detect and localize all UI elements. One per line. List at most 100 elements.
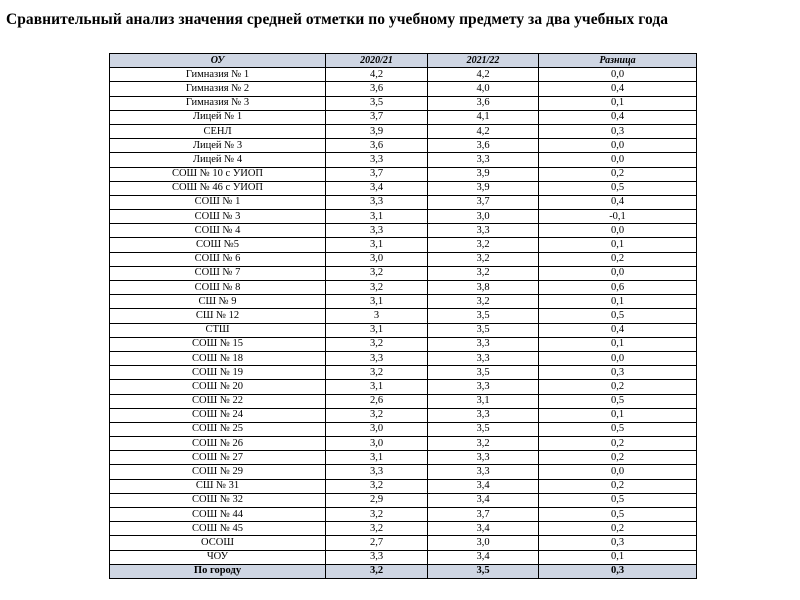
cell-school: Лицей № 3 <box>109 138 326 154</box>
cell-value-2021-22: 3,5 <box>427 308 539 324</box>
cell-value-2021-22: 3,3 <box>427 379 539 395</box>
cell-school: СОШ № 7 <box>109 265 326 282</box>
cell-value-2021-22: 3,4 <box>427 549 539 565</box>
cell-school: СОШ № 22 <box>109 393 326 409</box>
cell-difference: 0,4 <box>538 109 697 125</box>
cell-value-2020-21: 3,5 <box>325 95 428 111</box>
cell-school: СОШ № 10 с УИОП <box>109 166 326 182</box>
cell-school: СОШ №5 <box>109 237 326 253</box>
table-row: СШ № 12 3 3,5 0,5 <box>109 308 697 324</box>
cell-school: СОШ № 15 <box>109 336 326 352</box>
cell-difference: 0,5 <box>538 492 697 509</box>
table-row: СОШ № 26 3,0 3,2 0,2 <box>109 436 697 452</box>
cell-value-2020-21: 3,2 <box>325 506 428 523</box>
cell-value-2020-21: 3,2 <box>325 265 428 282</box>
cell-school: СОШ № 26 <box>109 436 326 452</box>
table-row: СОШ № 1 3,3 3,7 0,4 <box>109 194 697 211</box>
cell-value-2020-21: 3,6 <box>325 138 428 154</box>
cell-value-2021-22: 3,3 <box>427 223 539 239</box>
cell-value-2020-21: 3,2 <box>325 521 428 537</box>
total-difference: 0,3 <box>538 563 697 579</box>
cell-school: СОШ № 6 <box>109 251 326 267</box>
cell-school: СОШ № 1 <box>109 194 326 211</box>
table-row: СЕНЛ 3,9 4,2 0,3 <box>109 123 697 140</box>
cell-value-2021-22: 3,4 <box>427 478 539 494</box>
table-row: ЧОУ 3,3 3,4 0,1 <box>109 549 697 565</box>
cell-difference: 0,2 <box>538 478 697 494</box>
cell-value-2020-21: 3,3 <box>325 464 428 480</box>
table-row: СОШ № 3 3,1 3,0 -0,1 <box>109 209 697 225</box>
cell-school: СТШ <box>109 322 326 338</box>
header-difference: Разница <box>538 52 697 69</box>
cell-school: СОШ № 29 <box>109 464 326 480</box>
table-row: СОШ № 46 с УИОП 3,4 3,9 0,5 <box>109 180 697 196</box>
page-title: Сравнительный анализ значения средней от… <box>6 11 669 28</box>
cell-school: СОШ № 27 <box>109 450 326 466</box>
cell-school: СОШ № 32 <box>109 492 326 509</box>
table-row: СТШ 3,1 3,5 0,4 <box>109 322 697 338</box>
cell-value-2021-22: 4,0 <box>427 81 539 97</box>
cell-difference: 0,1 <box>538 549 697 565</box>
cell-value-2020-21: 4,2 <box>325 67 428 83</box>
cell-value-2021-22: 3,3 <box>427 336 539 352</box>
cell-value-2020-21: 3,1 <box>325 294 428 310</box>
cell-school: Гимназия № 1 <box>109 67 326 83</box>
cell-school: СОШ № 20 <box>109 379 326 395</box>
table-row: СОШ № 10 с УИОП 3,7 3,9 0,2 <box>109 166 697 182</box>
cell-school: СШ № 31 <box>109 478 326 494</box>
cell-difference: 0,5 <box>538 421 697 438</box>
cell-difference: 0,4 <box>538 322 697 338</box>
cell-value-2020-21: 2,7 <box>325 535 428 551</box>
cell-value-2020-21: 3,1 <box>325 237 428 253</box>
cell-value-2020-21: 3,1 <box>325 322 428 338</box>
cell-value-2021-22: 3,4 <box>427 521 539 537</box>
cell-school: Гимназия № 2 <box>109 81 326 97</box>
table-row: СОШ № 6 3,0 3,2 0,2 <box>109 251 697 267</box>
cell-value-2021-22: 3,7 <box>427 506 539 523</box>
cell-value-2020-21: 3,1 <box>325 379 428 395</box>
cell-value-2021-22: 3,0 <box>427 535 539 551</box>
cell-value-2020-21: 3,7 <box>325 109 428 125</box>
cell-difference: 0,5 <box>538 393 697 409</box>
table-row: СШ № 9 3,1 3,2 0,1 <box>109 294 697 310</box>
table-row: СОШ № 4 3,3 3,3 0,0 <box>109 223 697 239</box>
cell-value-2020-21: 3,3 <box>325 350 428 367</box>
cell-value-2020-21: 3,2 <box>325 365 428 381</box>
cell-value-2021-22: 3,6 <box>427 138 539 154</box>
cell-school: Лицей № 4 <box>109 152 326 168</box>
cell-value-2021-22: 3,2 <box>427 294 539 310</box>
cell-value-2021-22: 3,3 <box>427 350 539 367</box>
cell-school: Лицей № 1 <box>109 109 326 125</box>
cell-difference: 0,1 <box>538 336 697 352</box>
cell-value-2021-22: 3,6 <box>427 95 539 111</box>
cell-school: ЧОУ <box>109 549 326 565</box>
cell-value-2021-22: 3,1 <box>427 393 539 409</box>
cell-difference: 0,5 <box>538 506 697 523</box>
cell-value-2021-22: 3,0 <box>427 209 539 225</box>
cell-value-2021-22: 3,3 <box>427 152 539 168</box>
header-year-2021-22: 2021/22 <box>427 52 539 69</box>
total-value-2021-22: 3,5 <box>427 563 539 579</box>
cell-school: СОШ № 18 <box>109 350 326 367</box>
cell-difference: 0,2 <box>538 379 697 395</box>
cell-difference: 0,2 <box>538 166 697 182</box>
cell-school: СЕНЛ <box>109 123 326 140</box>
table-row: Гимназия № 2 3,6 4,0 0,4 <box>109 81 697 97</box>
table-row: Лицей № 3 3,6 3,6 0,0 <box>109 138 697 154</box>
table-body: Гимназия № 1 4,2 4,2 0,0 Гимназия № 2 3,6 4,0 0… <box>109 67 697 565</box>
cell-school: Гимназия № 3 <box>109 95 326 111</box>
cell-school: СОШ № 19 <box>109 365 326 381</box>
cell-value-2021-22: 3,9 <box>427 180 539 196</box>
cell-school: ОСОШ <box>109 535 326 551</box>
total-value-2020-21: 3,2 <box>325 563 428 579</box>
cell-difference: 0,2 <box>538 251 697 267</box>
cell-value-2021-22: 4,1 <box>427 109 539 125</box>
table-row: СШ № 31 3,2 3,4 0,2 <box>109 478 697 494</box>
cell-school: СОШ № 3 <box>109 209 326 225</box>
cell-difference: 0,0 <box>538 464 697 480</box>
table-row: Лицей № 4 3,3 3,3 0,0 <box>109 152 697 168</box>
cell-value-2020-21: 3,0 <box>325 436 428 452</box>
table-header-row: ОУ 2020/21 2021/22 Разница <box>109 52 697 69</box>
cell-value-2021-22: 3,3 <box>427 407 539 423</box>
cell-value-2020-21: 3,3 <box>325 152 428 168</box>
